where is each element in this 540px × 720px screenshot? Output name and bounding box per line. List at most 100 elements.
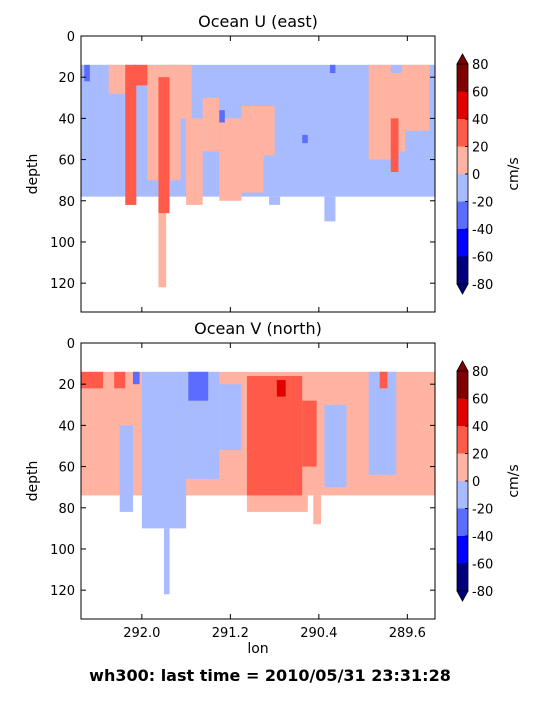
x-tick-label: 291.2	[212, 626, 249, 641]
colorbar-tick-label: -40	[472, 530, 493, 545]
colorbar-tick-label: 40	[472, 113, 489, 128]
colorbar-tick-label: -80	[472, 585, 493, 600]
x-axis-label: lon	[247, 641, 268, 657]
colorbar-segment	[457, 563, 468, 591]
data-cell	[324, 404, 347, 488]
colorbar-extend-max	[456, 53, 469, 65]
data-regions	[81, 64, 435, 288]
x-tick-label: 292.0	[123, 626, 160, 641]
data-cell	[125, 64, 137, 205]
y-tick-label: 40	[58, 112, 75, 127]
y-tick-label: 60	[58, 461, 75, 476]
data-cell	[385, 73, 406, 152]
data-cell	[163, 528, 170, 595]
colorbar-tick-label: 80	[472, 365, 489, 380]
y-tick-label: 40	[58, 419, 75, 434]
x-tick-label: 289.6	[389, 626, 426, 641]
y-tick-label: 80	[58, 502, 75, 517]
chart-title: Ocean U (east)	[198, 12, 318, 31]
data-cell	[302, 134, 308, 144]
colorbar-segment	[457, 426, 468, 454]
chart-title: Ocean V (north)	[194, 319, 322, 338]
colorbar-segment	[457, 174, 468, 202]
colorbar-tick-label: 60	[472, 393, 489, 408]
data-cell	[132, 371, 140, 385]
data-cell	[81, 371, 104, 389]
colorbar-tick-label: 0	[472, 475, 480, 490]
colorbar-label: cm/s	[506, 157, 522, 190]
chart-panel-2: 0 20 40 60 80 100 120 292.0 291.2 290.4 289.6 Ocean…	[25, 319, 522, 657]
colorbar-tick-label: 20	[472, 448, 489, 463]
colorbar-extend-min	[456, 283, 469, 295]
y-tick-label: 80	[58, 195, 75, 210]
colorbar-segment	[457, 229, 468, 257]
colorbar-tick-label: -80	[472, 278, 493, 293]
data-cell	[114, 371, 126, 389]
colorbar-label: cm/s	[506, 464, 522, 497]
colorbar-extend-max	[456, 360, 469, 372]
y-axis-label: depth	[25, 154, 41, 195]
colorbar-segment	[457, 398, 468, 426]
colorbar-tick-label: -60	[472, 251, 493, 266]
y-tick-label: 100	[50, 543, 75, 558]
data-cell	[132, 64, 148, 86]
data-cell	[169, 64, 192, 119]
data-cell	[246, 375, 303, 496]
colorbar-segment	[457, 64, 468, 92]
data-cell	[219, 118, 242, 201]
colorbar-segment	[457, 146, 468, 174]
data-cell	[219, 110, 225, 123]
y-tick-label: 60	[58, 154, 75, 169]
colorbar-segment	[457, 371, 468, 399]
data-cell	[276, 380, 286, 397]
data-cell	[202, 97, 220, 152]
colorbar-tick-label: 40	[472, 420, 489, 435]
y-tick-label: 120	[50, 277, 75, 292]
data-cell	[158, 77, 170, 214]
data-cell	[158, 180, 167, 288]
chart-panel-1: 0 20 40 60 80 100 120 Ocean U (east) depth 80 60 40…	[25, 12, 522, 313]
colorbar-tick-label: -60	[472, 558, 493, 573]
colorbar-segment	[457, 256, 468, 284]
data-cell	[302, 400, 317, 467]
colorbar-tick-label: -40	[472, 223, 493, 238]
colorbar-tick-label: 80	[472, 58, 489, 73]
colorbar-tick-label: -20	[472, 196, 493, 211]
data-cell	[401, 64, 430, 131]
colorbar-tick-label: 60	[472, 86, 489, 101]
colorbar-segment	[457, 91, 468, 119]
data-cell	[258, 106, 275, 156]
data-cell	[390, 118, 399, 172]
plot-frame	[80, 342, 436, 620]
y-tick-label: 0	[67, 30, 75, 45]
data-cell	[329, 64, 336, 74]
colorbar-segment	[457, 201, 468, 229]
colorbar-segment	[457, 481, 468, 509]
plot-frame	[80, 35, 436, 313]
y-tick-label: 20	[58, 378, 75, 393]
data-cell	[269, 196, 281, 205]
data-cell	[324, 196, 336, 222]
colorbar-segment	[457, 508, 468, 536]
x-tick-label: 290.4	[300, 626, 337, 641]
data-cell	[84, 64, 90, 82]
colorbar-tick-label: 20	[472, 141, 489, 156]
colorbar-tick-label: 0	[472, 168, 480, 183]
data-cell	[379, 371, 388, 389]
data-cell	[219, 384, 242, 451]
data-cell	[368, 371, 397, 475]
data-cell	[141, 371, 187, 529]
colorbar-extend-min	[456, 590, 469, 602]
colorbar-segment	[457, 453, 468, 481]
y-axis-label: depth	[25, 461, 41, 502]
data-cell	[186, 118, 203, 205]
y-tick-label: 20	[58, 71, 75, 86]
data-regions	[81, 371, 435, 595]
colorbar-segment	[457, 119, 468, 147]
colorbar-tick-label: -20	[472, 503, 493, 518]
data-cell	[246, 495, 308, 512]
figure-suptitle: wh300: last time = 2010/05/31 23:31:28	[89, 666, 451, 685]
colorbar-segment	[457, 536, 468, 564]
y-tick-label: 100	[50, 236, 75, 251]
